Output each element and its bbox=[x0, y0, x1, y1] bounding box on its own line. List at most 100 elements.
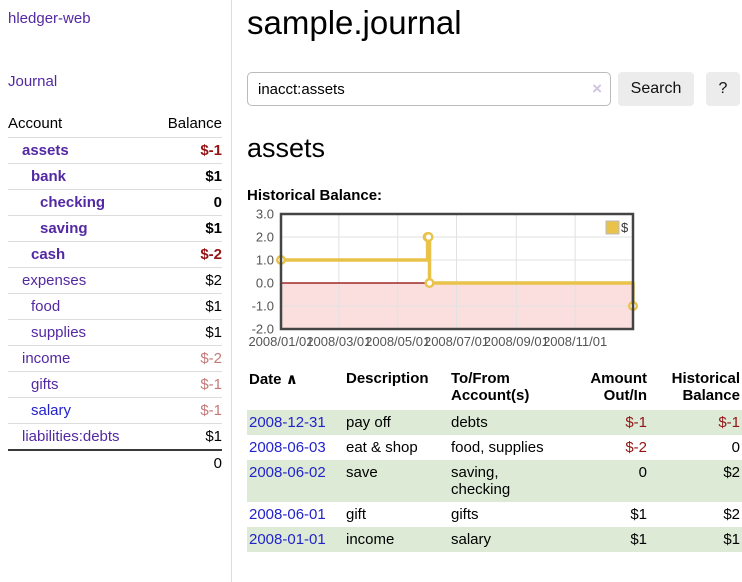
account-link-bank[interactable]: bank bbox=[31, 168, 67, 185]
account-link-cash[interactable]: cash bbox=[31, 246, 66, 263]
account-balance: $1 bbox=[152, 215, 222, 242]
legend-label: $ bbox=[621, 220, 629, 235]
account-balance: 0 bbox=[152, 189, 222, 216]
transaction-balance: $2 bbox=[723, 506, 740, 523]
account-link-gifts[interactable]: gifts bbox=[31, 376, 59, 393]
transaction-description: income bbox=[346, 531, 395, 548]
account-row-food: food $1 bbox=[8, 293, 222, 320]
search-button[interactable]: Search bbox=[618, 72, 694, 106]
accounts-total-row: 0 bbox=[8, 449, 222, 476]
transaction-date-link[interactable]: 2008-01-01 bbox=[249, 531, 326, 548]
transaction-date-link[interactable]: 2008-12-31 bbox=[249, 414, 326, 431]
account-row-salary: salary $-1 bbox=[8, 397, 222, 424]
register-row: 2008-06-02 save saving, checking 0 $2 bbox=[247, 460, 742, 502]
account-balance: $-2 bbox=[152, 241, 222, 268]
transaction-amount: $1 bbox=[630, 531, 647, 548]
sidebar: hledger-web Journal Account Balance asse… bbox=[0, 0, 232, 582]
account-link-expenses[interactable]: expenses bbox=[22, 272, 87, 289]
transaction-accounts: gifts bbox=[451, 506, 479, 523]
account-row-gifts: gifts $-1 bbox=[8, 371, 222, 398]
svg-text:2008/05/01: 2008/05/01 bbox=[365, 334, 430, 349]
svg-text:2008/03/01: 2008/03/01 bbox=[306, 334, 371, 349]
transaction-amount: $-1 bbox=[625, 414, 647, 431]
account-balance: $2 bbox=[152, 267, 222, 294]
account-heading: assets bbox=[247, 133, 326, 163]
transaction-accounts: debts bbox=[451, 414, 488, 431]
accounts-header-account: Account bbox=[8, 115, 63, 132]
account-row-income: income $-2 bbox=[8, 345, 222, 372]
register-header-amount: Amount Out/In bbox=[590, 370, 647, 404]
transaction-balance: $-1 bbox=[718, 414, 740, 431]
transaction-accounts: food, supplies bbox=[451, 439, 544, 456]
main-content: sample.journal × Search ? assets Histori… bbox=[247, 0, 742, 552]
transaction-description: gift bbox=[346, 506, 367, 523]
transaction-date-link[interactable]: 2008-06-01 bbox=[249, 506, 326, 523]
transaction-description: eat & shop bbox=[346, 439, 418, 456]
accounts-header-row: Account Balance bbox=[8, 111, 222, 138]
svg-text:0.0: 0.0 bbox=[256, 276, 274, 291]
svg-text:-1.0: -1.0 bbox=[252, 299, 274, 314]
svg-text:2008/07/01: 2008/07/01 bbox=[424, 334, 489, 349]
transaction-date-link[interactable]: 2008-06-02 bbox=[249, 464, 326, 481]
account-row-saving: saving $1 bbox=[8, 215, 222, 242]
register-header-row: Date ∧ Description To/From Account(s) Am… bbox=[247, 367, 742, 410]
register-header-date[interactable]: Date ∧ bbox=[249, 371, 298, 388]
svg-text:2008/11/01: 2008/11/01 bbox=[543, 334, 607, 349]
page-title: sample.journal bbox=[247, 4, 462, 41]
accounts-header-balance: Balance bbox=[167, 115, 222, 132]
search-input-wrap: × bbox=[247, 72, 611, 106]
register-row: 2008-06-01 gift gifts $1 $2 bbox=[247, 502, 742, 527]
account-link-saving[interactable]: saving bbox=[40, 220, 88, 237]
register-header-description: Description bbox=[346, 370, 429, 387]
clear-search-icon[interactable]: × bbox=[592, 79, 602, 98]
register-table: Date ∧ Description To/From Account(s) Am… bbox=[247, 367, 742, 552]
account-row-cash: cash $-2 bbox=[8, 241, 222, 268]
account-row-supplies: supplies $1 bbox=[8, 319, 222, 346]
register-row: 2008-12-31 pay off debts $-1 $-1 bbox=[247, 410, 742, 435]
chart-title: Historical Balance: bbox=[247, 187, 383, 204]
account-balance: $-1 bbox=[152, 371, 222, 398]
register-row: 2008-01-01 income salary $1 $1 bbox=[247, 527, 742, 552]
transaction-description: save bbox=[346, 464, 378, 481]
search-input[interactable] bbox=[247, 72, 611, 106]
account-link-assets[interactable]: assets bbox=[22, 142, 69, 159]
sidebar-item-journal[interactable]: Journal bbox=[8, 73, 58, 90]
account-link-food[interactable]: food bbox=[31, 298, 61, 315]
transaction-balance: 0 bbox=[731, 439, 740, 456]
account-balance: $-1 bbox=[152, 397, 222, 424]
account-link-supplies[interactable]: supplies bbox=[31, 324, 87, 341]
account-balance: $-2 bbox=[152, 345, 222, 372]
accounts-total-value: 0 bbox=[152, 449, 222, 476]
transaction-amount: $-2 bbox=[625, 439, 647, 456]
register-row: 2008-06-03 eat & shop food, supplies $-2… bbox=[247, 435, 742, 460]
svg-text:2.0: 2.0 bbox=[256, 230, 274, 245]
account-row-checking: checking 0 bbox=[8, 189, 222, 216]
account-row-bank: bank $1 bbox=[8, 163, 222, 190]
transaction-date-link[interactable]: 2008-06-03 bbox=[249, 439, 326, 456]
account-link-checking[interactable]: checking bbox=[40, 194, 106, 211]
legend-swatch bbox=[605, 220, 620, 235]
svg-text:2008/09/01: 2008/09/01 bbox=[484, 334, 549, 349]
historical-balance-chart: $3.0 2.0 1.0 0.0 -1.0 -2.02008/01/012008/03/0… bbox=[248, 209, 639, 349]
svg-text:3.0: 3.0 bbox=[256, 209, 274, 222]
register-header-account: To/From Account(s) bbox=[451, 370, 530, 404]
transaction-balance: $2 bbox=[723, 464, 740, 481]
help-button[interactable]: ? bbox=[706, 72, 740, 106]
sort-ascending-icon: ∧ bbox=[285, 371, 298, 388]
account-link-liabilities-debts[interactable]: liabilities:debts bbox=[22, 428, 120, 445]
transaction-accounts: salary bbox=[451, 531, 492, 548]
accounts-table: Account Balance assets $-1 bank $1 check… bbox=[8, 111, 222, 476]
transaction-amount: $1 bbox=[630, 506, 647, 523]
account-link-salary[interactable]: salary bbox=[31, 402, 72, 419]
account-balance: $1 bbox=[152, 319, 222, 346]
account-row-liabilities-debts: liabilities:debts $1 bbox=[8, 423, 222, 450]
transaction-amount: 0 bbox=[638, 464, 647, 481]
app-title-link[interactable]: hledger-web bbox=[8, 10, 91, 27]
account-row-expenses: expenses $2 bbox=[8, 267, 222, 294]
account-balance: $1 bbox=[152, 423, 222, 450]
account-link-income[interactable]: income bbox=[22, 350, 71, 367]
svg-text:-2.0: -2.0 bbox=[252, 322, 274, 337]
svg-text:2008/01/01: 2008/01/01 bbox=[248, 334, 313, 349]
account-balance: $1 bbox=[152, 163, 222, 190]
